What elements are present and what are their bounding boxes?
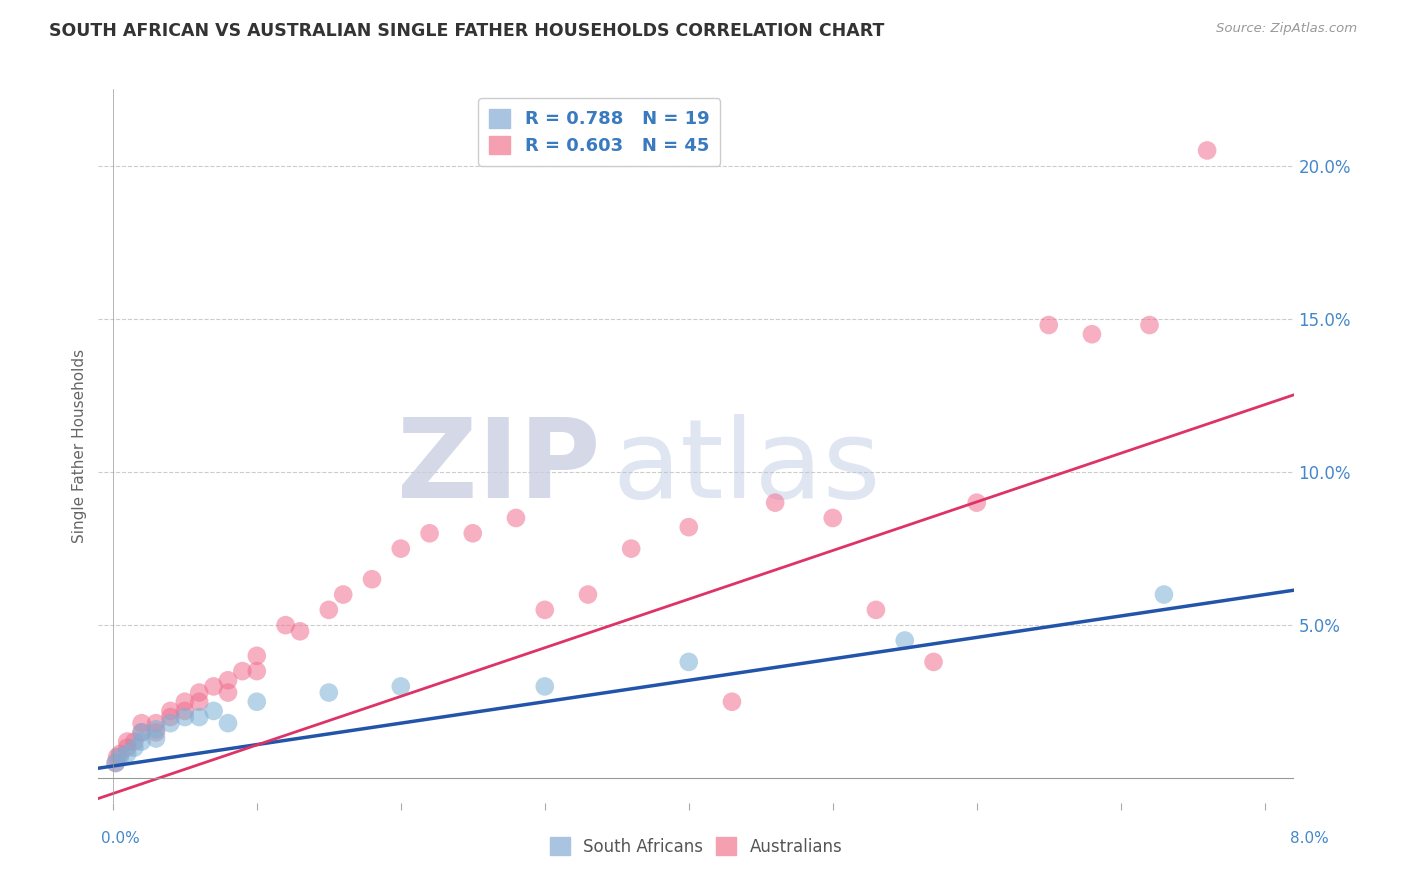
Point [202,680,225,694]
Point [318,603,340,617]
Point [763,496,786,510]
Point [124,734,146,748]
Point [389,541,412,556]
Point [145,723,167,737]
Point [173,695,195,709]
Point [145,731,167,746]
Point [1153,588,1175,602]
Point [145,716,167,731]
Point [893,633,915,648]
Text: 0.0%: 0.0% [101,831,141,846]
Point [1197,144,1219,158]
Point [108,747,131,761]
Point [678,655,700,669]
Point [246,695,269,709]
Point [821,511,844,525]
Point [274,618,297,632]
Point [115,734,138,748]
Point [105,749,128,764]
Point [188,695,211,709]
Point [108,749,131,764]
Point [533,680,555,694]
Point [361,572,384,586]
Point [188,685,211,699]
Text: 8.0%: 8.0% [1289,831,1329,846]
Point [419,526,441,541]
Point [159,716,181,731]
Point [173,704,195,718]
Y-axis label: Single Father Households: Single Father Households [72,349,87,543]
Point [159,704,181,718]
Point [145,725,167,739]
Point [202,704,225,718]
Point [620,541,643,556]
Point [865,603,887,617]
Point [131,716,153,731]
Text: Source: ZipAtlas.com: Source: ZipAtlas.com [1216,22,1357,36]
Point [1081,327,1104,342]
Point [217,716,239,731]
Point [131,725,153,739]
Point [131,734,153,748]
Point [104,756,127,770]
Point [318,685,340,699]
Point [332,588,354,602]
Point [246,664,269,678]
Text: ZIP: ZIP [396,414,600,521]
Point [576,588,599,602]
Point [115,740,138,755]
Point [678,520,700,534]
Point [246,648,269,663]
Point [217,673,239,688]
Point [288,624,311,639]
Point [533,603,555,617]
Text: SOUTH AFRICAN VS AUSTRALIAN SINGLE FATHER HOUSEHOLDS CORRELATION CHART: SOUTH AFRICAN VS AUSTRALIAN SINGLE FATHE… [49,22,884,40]
Point [1038,318,1060,332]
Text: atlas: atlas [613,414,880,521]
Point [1139,318,1161,332]
Point [188,710,211,724]
Point [159,710,181,724]
Point [721,695,744,709]
Point [922,655,945,669]
Point [217,685,239,699]
Point [173,710,195,724]
Legend: South Africans, Australians: South Africans, Australians [543,830,849,863]
Point [131,725,153,739]
Point [104,756,127,770]
Point [231,664,253,678]
Point [115,747,138,761]
Point [124,740,146,755]
Point [505,511,527,525]
Point [461,526,484,541]
Point [966,496,988,510]
Point [389,680,412,694]
